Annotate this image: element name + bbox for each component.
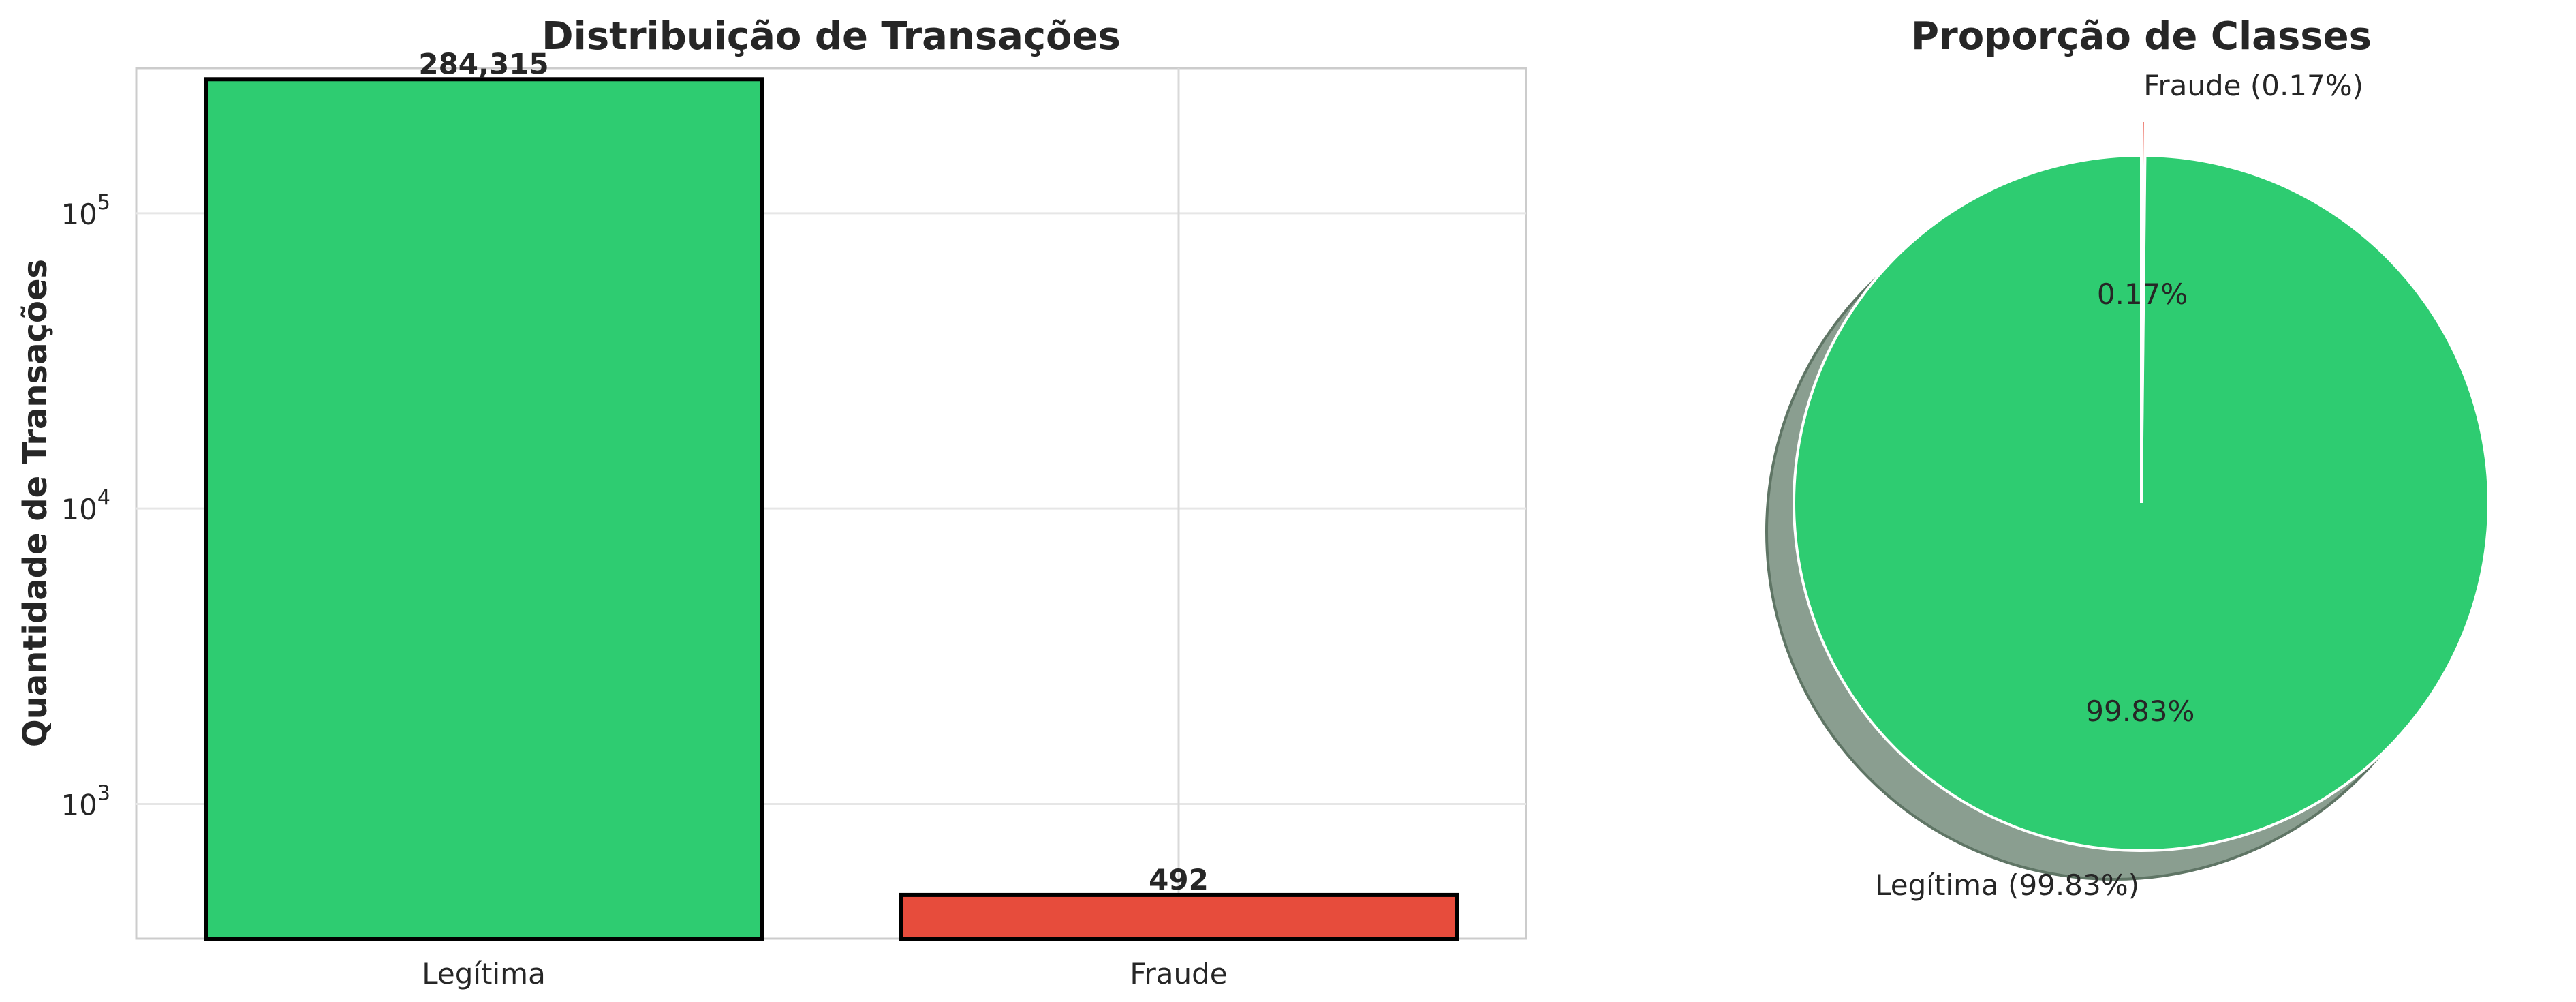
bar bbox=[899, 892, 1459, 941]
bar-value-label: 492 bbox=[1149, 863, 1209, 896]
pie-marks: 99.83% Legítima (99.83%) 0.17% Fraude (0.17… bbox=[1765, 69, 2490, 902]
x-tick-label: Fraude bbox=[1130, 957, 1227, 990]
pie-chart-title: Proporção de Classes bbox=[1911, 14, 2372, 59]
bar-chart: 284,315 492 103 104 105 Legítima Fraude Dist… bbox=[16, 14, 1527, 990]
y-tick-label: 104 bbox=[61, 486, 110, 526]
bar bbox=[204, 77, 764, 941]
y-tick-labels: 103 104 105 bbox=[61, 191, 110, 822]
pie-outer-label: Legítima (99.83%) bbox=[1875, 868, 2139, 902]
bar-marks: 284,315 492 bbox=[204, 47, 1459, 941]
pie-slice bbox=[1793, 153, 2490, 852]
y-axis-label: Quantidade de Transações bbox=[16, 259, 55, 747]
pie-pct-label: 99.83% bbox=[2085, 695, 2194, 728]
pie-outer-label: Fraude (0.17%) bbox=[2143, 69, 2363, 102]
pie-slice bbox=[2140, 119, 2147, 469]
y-tick-label: 105 bbox=[61, 191, 110, 231]
x-tick-labels: Legítima Fraude bbox=[422, 957, 1227, 990]
bar-value-label: 284,315 bbox=[418, 47, 548, 80]
pie-pct-label: 0.17% bbox=[2097, 277, 2188, 311]
y-tick-label: 103 bbox=[61, 781, 110, 821]
pie-chart: Proporção de Classes 99.83% Legítima (99.… bbox=[1765, 14, 2490, 902]
bar-chart-title: Distribuição de Transações bbox=[542, 14, 1121, 59]
x-tick-label: Legítima bbox=[422, 957, 546, 990]
